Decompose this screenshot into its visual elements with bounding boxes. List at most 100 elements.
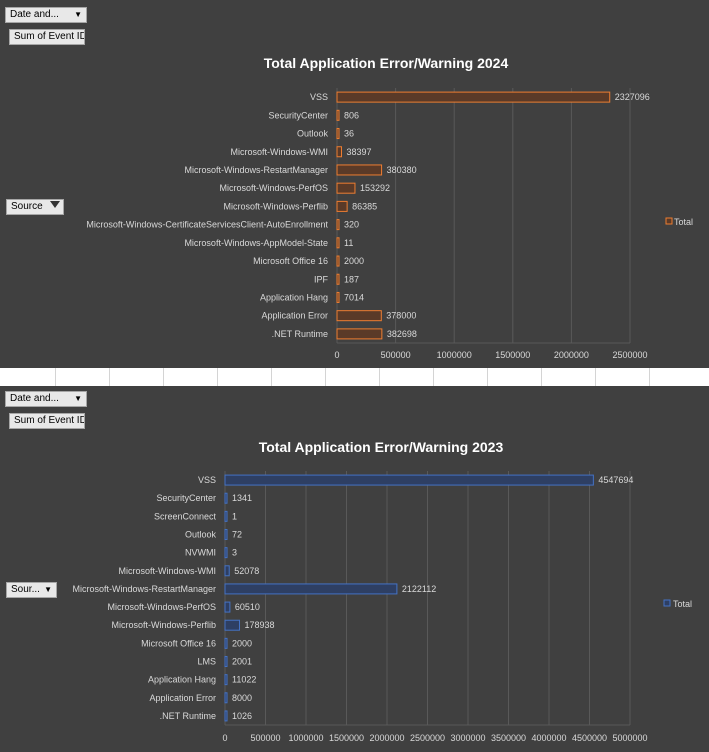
- data-label: 806: [344, 110, 359, 120]
- bar[interactable]: [224, 547, 228, 559]
- bar[interactable]: [224, 637, 228, 649]
- bar[interactable]: [336, 219, 340, 231]
- data-label: 72: [232, 530, 242, 540]
- x-tick-label: 1500000: [495, 350, 530, 360]
- data-label: 2000: [344, 256, 364, 266]
- category-label: Application Error: [261, 311, 328, 321]
- category-label: Microsoft-Windows-PerfOS: [219, 183, 328, 193]
- date-filter-button[interactable]: Date and... ▼: [5, 391, 87, 407]
- category-label: SecurityCenter: [268, 110, 328, 120]
- legend-swatch: [665, 217, 673, 225]
- bar[interactable]: [336, 128, 340, 140]
- bar[interactable]: [336, 255, 340, 267]
- category-label: Application Hang: [148, 675, 216, 685]
- data-label: 320: [344, 220, 359, 230]
- bar[interactable]: [336, 109, 340, 121]
- bar[interactable]: [224, 492, 228, 504]
- bar[interactable]: [224, 510, 228, 522]
- data-label: 11022: [232, 675, 256, 685]
- bar[interactable]: [336, 310, 382, 322]
- bar[interactable]: [336, 146, 343, 158]
- x-tick-label: 1000000: [437, 350, 472, 360]
- date-filter-button[interactable]: Date and... ▼: [5, 7, 87, 23]
- value-field-label: Sum of Event ID: [14, 415, 85, 426]
- legend-swatch: [663, 599, 671, 607]
- value-field-label: Sum of Event ID: [14, 31, 85, 42]
- x-tick-label: 3000000: [450, 733, 485, 743]
- category-label: NVWMI: [185, 548, 216, 558]
- x-tick-label: 1500000: [329, 733, 364, 743]
- bar[interactable]: [336, 200, 348, 212]
- category-label: VSS: [310, 92, 328, 102]
- spreadsheet-grid: [0, 368, 709, 386]
- x-tick-label: 5000000: [612, 733, 647, 743]
- data-label: 3: [232, 548, 237, 558]
- category-label: Microsoft-Windows-AppModel-State: [184, 238, 328, 248]
- bar-chart-2024: Total Application Error/Warning 2024 VSS…: [86, 55, 693, 360]
- bar[interactable]: [224, 656, 228, 667]
- value-field-button[interactable]: Sum of Event ID: [9, 413, 85, 429]
- x-tick-label: 4500000: [572, 733, 607, 743]
- source-filter-button[interactable]: Sour... ▼: [6, 582, 57, 598]
- category-label: Microsoft-Windows-RestartManager: [72, 584, 216, 594]
- bar[interactable]: [224, 565, 230, 577]
- pivot-chart-2024: Date and... ▼ Sum of Event ID Source Tot…: [0, 0, 709, 368]
- data-label: 60510: [235, 602, 260, 612]
- bar[interactable]: [224, 474, 594, 486]
- category-label: ScreenConnect: [154, 511, 217, 521]
- chart-legend: Total: [663, 599, 692, 609]
- data-label: 178938: [244, 620, 274, 630]
- chevron-down-icon: ▼: [74, 10, 82, 19]
- legend-label: Total: [674, 217, 693, 227]
- chart-legend: Total: [665, 217, 693, 227]
- category-label: Outlook: [297, 129, 329, 139]
- bar-chart-2023: Total Application Error/Warning 2023 VSS…: [72, 439, 692, 743]
- bar[interactable]: [336, 273, 340, 285]
- category-label: Outlook: [185, 530, 217, 540]
- data-label: 8000: [232, 693, 252, 703]
- pivot-chart-2023: Date and... ▼ Sum of Event ID Sour... ▼ …: [0, 386, 709, 752]
- chart-title: Total Application Error/Warning 2024: [264, 55, 509, 71]
- category-label: Microsoft-Windows-Perflib: [111, 620, 216, 630]
- bar[interactable]: [224, 619, 240, 631]
- bar[interactable]: [336, 182, 356, 194]
- bar[interactable]: [336, 328, 383, 340]
- data-label: 4547694: [598, 475, 633, 485]
- bar[interactable]: [224, 583, 398, 595]
- x-tick-label: 2500000: [612, 350, 647, 360]
- bar[interactable]: [336, 164, 383, 176]
- data-label: 1341: [232, 493, 252, 503]
- category-label: Microsoft-Windows-CertificateServicesCli…: [86, 220, 328, 230]
- data-label: 187: [344, 274, 359, 284]
- bar[interactable]: [224, 692, 228, 704]
- chart-title: Total Application Error/Warning 2023: [259, 439, 504, 455]
- category-label: IPF: [314, 274, 329, 284]
- bar[interactable]: [336, 91, 611, 103]
- data-label: 2001: [232, 657, 252, 667]
- bar[interactable]: [224, 710, 228, 722]
- bar[interactable]: [336, 237, 340, 249]
- category-label: .NET Runtime: [272, 329, 328, 339]
- data-label: 2000: [232, 638, 252, 648]
- data-label: 11: [344, 238, 353, 248]
- bar[interactable]: [336, 291, 340, 303]
- data-label: 382698: [387, 329, 417, 339]
- bar[interactable]: [224, 529, 228, 540]
- source-filter-button[interactable]: Source: [6, 199, 64, 215]
- bar[interactable]: [224, 674, 228, 686]
- x-tick-label: 0: [334, 350, 339, 360]
- x-tick-label: 2500000: [410, 733, 445, 743]
- data-label: 2327096: [615, 92, 650, 102]
- data-label: 52078: [234, 566, 259, 576]
- data-label: 1026: [232, 711, 252, 721]
- data-label: 153292: [360, 183, 390, 193]
- category-label: Microsoft-Windows-WMI: [118, 566, 216, 576]
- data-label: 1: [232, 511, 237, 521]
- category-label: Microsoft-Windows-WMI: [230, 147, 328, 157]
- x-tick-label: 2000000: [554, 350, 589, 360]
- date-filter-label: Date and...: [10, 9, 59, 20]
- date-filter-label: Date and...: [10, 393, 59, 404]
- bar[interactable]: [224, 601, 231, 613]
- value-field-button[interactable]: Sum of Event ID: [9, 29, 85, 45]
- data-label: 380380: [387, 165, 417, 175]
